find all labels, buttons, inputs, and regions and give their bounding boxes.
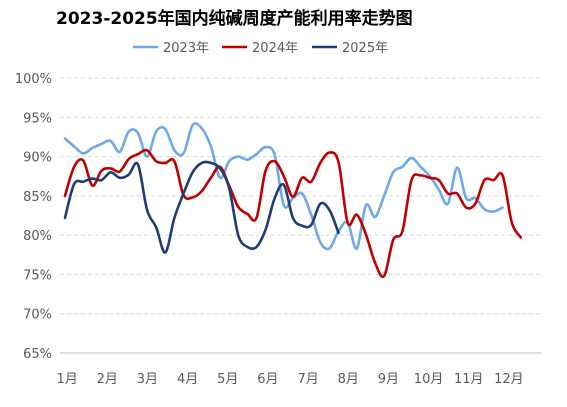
legend-label: 2025年: [342, 41, 388, 56]
y-tick-label: 75%: [23, 268, 52, 283]
grid-lines: [60, 77, 542, 315]
x-tick-label: 4月: [177, 372, 198, 387]
x-tick-label: 2月: [97, 372, 118, 387]
y-tick-label: 100%: [15, 72, 52, 87]
y-tick-label: 90%: [23, 151, 52, 166]
series-line-2024年: [63, 148, 523, 279]
legend-label: 2024年: [252, 41, 298, 56]
y-tick-label: 85%: [23, 190, 52, 205]
chart-title: 2023-2025年国内纯碱周度产能利用率走势图: [56, 9, 413, 29]
x-tick-label: 3月: [137, 372, 158, 387]
x-tick-label: 11月: [454, 372, 484, 387]
x-tick-label: 9月: [378, 372, 399, 387]
x-tick-label: 12月: [494, 372, 524, 387]
x-axis: 1月 2月 3月 4月 5月 6月 7月 8月 9月 10月 11月 12月: [56, 352, 542, 387]
y-tick-label: 70%: [23, 308, 52, 323]
x-tick-label: 1月: [56, 372, 77, 387]
series-line-2023年: [63, 122, 504, 251]
series-lines: [63, 122, 523, 279]
y-tick-label: 65%: [23, 347, 52, 362]
x-tick-label: 8月: [338, 372, 359, 387]
legend-label: 2023年: [163, 41, 209, 56]
x-tick-label: 6月: [257, 372, 278, 387]
y-axis: 65% 70% 75% 80% 85% 90% 95% 100%: [15, 72, 52, 362]
x-tick-label: 10月: [414, 372, 444, 387]
x-tick-label: 5月: [217, 372, 238, 387]
y-tick-label: 80%: [23, 229, 52, 244]
series-line-2025年: [63, 160, 340, 254]
legend: 2023年 2024年 2025年: [133, 41, 388, 56]
x-tick-label: 7月: [297, 372, 318, 387]
y-tick-label: 95%: [23, 111, 52, 126]
